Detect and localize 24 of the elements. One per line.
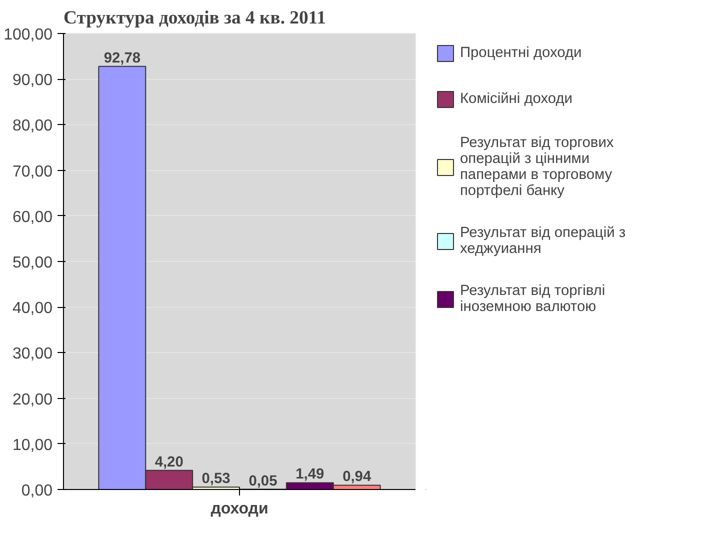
y-tick-label: 60,00 bbox=[12, 208, 53, 226]
x-tick-label: доходи bbox=[210, 500, 268, 518]
data-label: 0,05 bbox=[248, 473, 278, 490]
legend-label: Комісійні доходи bbox=[460, 91, 572, 107]
legend-label: Результат від торгівлі іноземною валютою bbox=[460, 283, 606, 315]
y-tick-label: 40,00 bbox=[12, 300, 53, 318]
y-tick-label: 10,00 bbox=[12, 436, 53, 454]
legend-label: Процентні доходи bbox=[460, 45, 582, 61]
y-tick-label: 90,00 bbox=[12, 72, 53, 90]
y-tick-label: 100,00 bbox=[4, 26, 53, 44]
y-tick-label: 30,00 bbox=[12, 346, 53, 363]
data-label: 4,20 bbox=[154, 454, 184, 470]
data-label: 92,78 bbox=[104, 50, 141, 66]
chart-title: Структура доходів за 4 кв. 2011 bbox=[64, 8, 326, 28]
y-tick-label: 0,00 bbox=[21, 482, 53, 500]
y-tick-label: 50,00 bbox=[12, 254, 53, 272]
data-label: 0,94 bbox=[342, 469, 372, 486]
y-tick-label: 70,00 bbox=[12, 163, 53, 180]
y-tick-label: 80,00 bbox=[12, 118, 53, 135]
y-tick-label: 20,00 bbox=[12, 391, 53, 408]
legend-label: Результат від торгових операцій з цінними паперами в торговому портфелі банку bbox=[460, 135, 614, 199]
data-label: 1,49 bbox=[296, 466, 324, 483]
legend-label: Результат від операцій з хеджуиання bbox=[460, 225, 626, 257]
data-label: 0,53 bbox=[202, 471, 230, 488]
